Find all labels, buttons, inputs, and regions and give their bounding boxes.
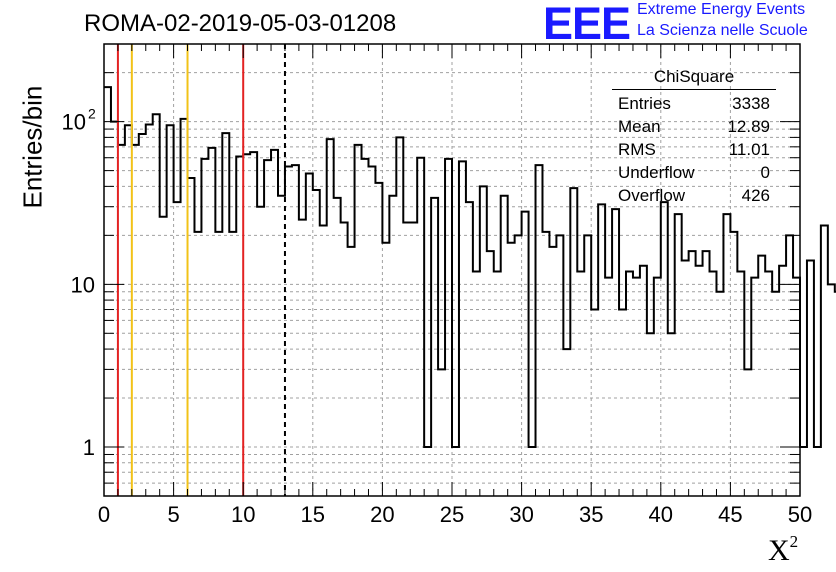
x-tick-label: 15: [301, 502, 325, 527]
marker-lines: [116, 44, 286, 496]
stats-label: Entries: [618, 94, 671, 113]
x-axis-label: X2: [768, 532, 799, 568]
x-tick-label: 5: [167, 502, 179, 527]
stats-label: Overflow: [618, 186, 686, 205]
y-tick-label: 10: [62, 110, 86, 135]
stats-box: ChiSquare Entries 3338 Mean 12.89 RMS 11.01…: [612, 67, 776, 207]
stats-row-mean: Mean 12.89: [612, 115, 776, 138]
x-axis-label-sup: 2: [789, 532, 799, 551]
eee-logo: EEE: [543, 0, 631, 49]
stats-value: 12.89: [727, 117, 770, 136]
x-tick-label: 50: [788, 502, 812, 527]
x-axis-label-text: X: [768, 534, 790, 567]
y-tick-label: 10: [71, 272, 95, 297]
axis-ticks: [103, 43, 801, 497]
stats-title: ChiSquare: [612, 67, 776, 90]
stats-value: 11.01: [728, 140, 770, 159]
histogram-outline: [104, 86, 836, 449]
stats-label: Mean: [618, 117, 661, 136]
stats-row-rms: RMS 11.01: [612, 138, 776, 161]
x-tick-label: 25: [440, 502, 464, 527]
y-tick-label: 1: [83, 435, 95, 460]
x-tick-label: 45: [718, 502, 742, 527]
stats-value: 426: [741, 186, 770, 205]
chart-title: ROMA-02-2019-05-03-01208: [84, 10, 397, 37]
y-axis-label-box: Entries/bin: [18, 86, 48, 209]
stats-row-overflow: Overflow 426: [612, 184, 776, 207]
x-tick-label: 30: [509, 502, 533, 527]
x-tick-label: 40: [649, 502, 673, 527]
x-tick-label: 0: [98, 502, 110, 527]
brand-line-1: Extreme Energy Events: [637, 1, 806, 18]
stats-value: 3338: [732, 94, 770, 113]
x-tick-label: 10: [231, 502, 255, 527]
y-axis-label: Entries/bin: [17, 85, 48, 209]
x-tick-label: 35: [579, 502, 603, 527]
stats-label: RMS: [618, 140, 656, 159]
y-tick-label-sup: 2: [88, 106, 96, 122]
stats-row-underflow: Underflow 0: [612, 161, 776, 184]
x-tick-label: 20: [370, 502, 394, 527]
stats-row-entries: Entries 3338: [612, 92, 776, 115]
histogram-bins: [104, 86, 836, 449]
brand-line-2: La Scienza nelle Scuole: [637, 22, 808, 39]
stats-label: Underflow: [618, 163, 695, 182]
stats-value: 0: [760, 163, 770, 182]
